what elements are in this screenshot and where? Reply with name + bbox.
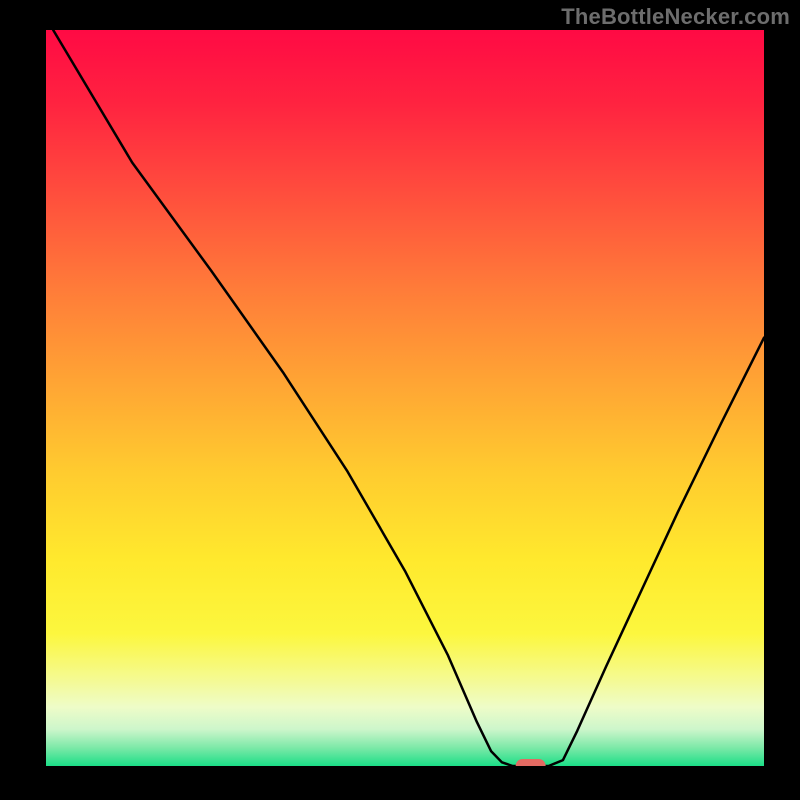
plot-area <box>46 30 764 766</box>
watermark-text: TheBottleNecker.com <box>561 4 790 30</box>
chart-svg <box>46 30 764 766</box>
chart-container: TheBottleNecker.com <box>0 0 800 800</box>
gradient-rect <box>46 30 764 766</box>
optimum-marker <box>516 759 546 766</box>
